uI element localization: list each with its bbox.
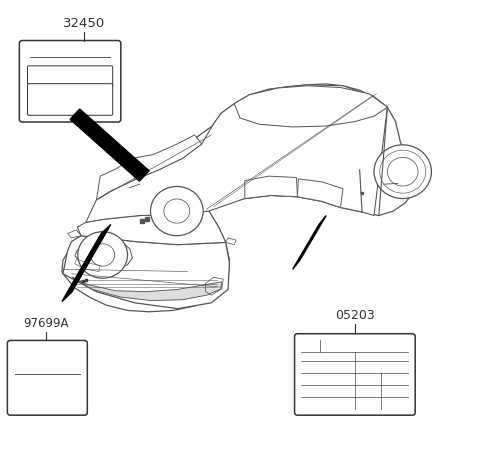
Polygon shape xyxy=(63,236,229,308)
Text: 05203: 05203 xyxy=(335,309,375,322)
Polygon shape xyxy=(72,277,222,300)
Polygon shape xyxy=(75,239,132,269)
Text: 97699A: 97699A xyxy=(24,317,69,330)
Polygon shape xyxy=(62,224,111,301)
FancyBboxPatch shape xyxy=(7,340,87,415)
Polygon shape xyxy=(62,84,416,312)
Polygon shape xyxy=(96,158,135,200)
Text: 32450: 32450 xyxy=(63,17,106,30)
FancyBboxPatch shape xyxy=(27,84,113,115)
Circle shape xyxy=(374,145,432,198)
Polygon shape xyxy=(86,85,387,222)
Polygon shape xyxy=(226,238,236,245)
Circle shape xyxy=(78,232,128,278)
Polygon shape xyxy=(245,176,298,198)
Polygon shape xyxy=(234,86,387,127)
FancyBboxPatch shape xyxy=(295,334,415,415)
Polygon shape xyxy=(132,135,202,180)
Polygon shape xyxy=(70,109,149,181)
Circle shape xyxy=(151,186,203,236)
Polygon shape xyxy=(298,179,343,207)
Polygon shape xyxy=(77,211,226,245)
FancyBboxPatch shape xyxy=(27,66,113,87)
Polygon shape xyxy=(68,230,81,238)
FancyBboxPatch shape xyxy=(19,40,121,122)
Polygon shape xyxy=(293,216,326,269)
